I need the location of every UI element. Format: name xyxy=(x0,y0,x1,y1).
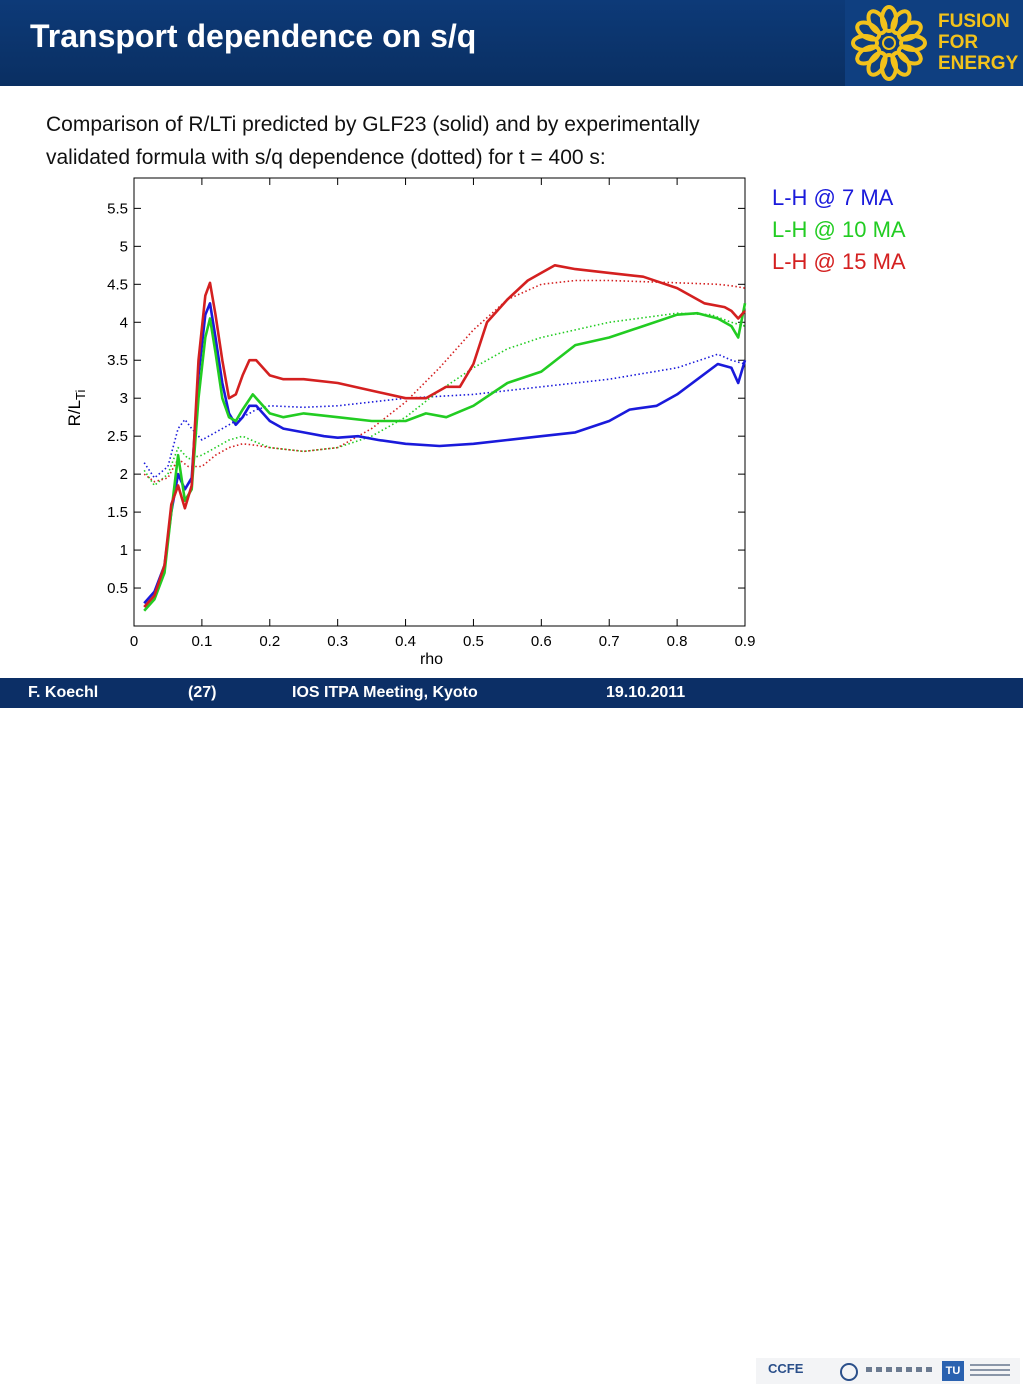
y-tick-label: 3 xyxy=(120,390,128,407)
y-tick-label: 5.5 xyxy=(107,200,128,217)
tu-logo: TU xyxy=(942,1361,964,1381)
legend-item-7ma: L-H @ 7 MA xyxy=(772,185,894,210)
y-tick-label: 3.5 xyxy=(107,352,128,369)
ccfe-logo: CCFE xyxy=(768,1361,804,1376)
y-tick-label: 2 xyxy=(120,466,128,483)
tu-wordmark-icon xyxy=(970,1364,1010,1378)
footer-author: F. Koechl xyxy=(28,684,99,701)
transport-line-chart: 0 0.1 0.2 0.3 0.4 0.5 0.6 0.7 0.8 0.9 0.5 1 1.5 2 2.5 3… xyxy=(62,170,762,670)
y-tick-label: 1.5 xyxy=(107,504,128,521)
partner-text-logo-icon xyxy=(866,1367,936,1372)
footer-bar: F. Koechl (27) IOS ITPA Meeting, Kyoto 1… xyxy=(0,678,1023,1384)
x-tick-label: 0.5 xyxy=(463,633,484,650)
x-tick-label: 0 xyxy=(130,633,138,650)
x-tick-label: 0.8 xyxy=(667,633,688,650)
slide-title: Transport dependence on s/q xyxy=(30,18,477,54)
partner-ring-logo-icon xyxy=(840,1363,858,1381)
title-banner: Transport dependence on s/q xyxy=(0,0,1023,86)
caption-line-2: validated formula with s/q dependence (d… xyxy=(46,146,606,169)
x-tick-label: 0.3 xyxy=(327,633,348,650)
chart-legend: L-H @ 7 MA L-H @ 10 MA L-H @ 15 MA xyxy=(772,182,906,278)
y-tick-label: 2.5 xyxy=(107,428,128,445)
logo-word-fusion: FUSION xyxy=(938,11,1010,32)
x-tick-label: 0.4 xyxy=(395,633,416,650)
y-tick-label: 1 xyxy=(120,542,128,559)
logo-word-energy: ENERGY xyxy=(938,53,1019,74)
x-tick-label: 0.2 xyxy=(259,633,280,650)
x-tick-label: 0.7 xyxy=(599,633,620,650)
y-axis-label-subscript: Ti xyxy=(73,389,88,399)
footer-page-number: (27) xyxy=(188,684,217,701)
footer-date: 19.10.2011 xyxy=(606,684,686,701)
x-tick-label: 0.9 xyxy=(735,633,756,650)
x-axis-label: rho xyxy=(420,651,443,668)
series-line-solid-l-h-15-ma xyxy=(143,264,746,608)
series-line-dotted-l-h-7-ma xyxy=(143,353,746,479)
partner-logos: CCFE TU xyxy=(756,1358,1020,1384)
slide-caption: Comparison of R/LTi predicted by GLF23 (… xyxy=(46,108,866,174)
logo-word-for: FOR xyxy=(938,32,979,53)
series-line-dotted-l-h-10-ma xyxy=(143,312,746,487)
footer-meeting: IOS ITPA Meeting, Kyoto xyxy=(292,684,478,701)
logo-wordmark: FUSION FOR ENERGY xyxy=(938,11,1018,74)
y-tick-label: 5 xyxy=(120,238,128,255)
fusion-for-energy-logo: FUSION FOR ENERGY xyxy=(845,0,1023,86)
y-tick-label: 0.5 xyxy=(107,580,128,597)
x-tick-label: 0.6 xyxy=(531,633,552,650)
y-tick-label: 4.5 xyxy=(107,276,128,293)
x-tick-label: 0.1 xyxy=(191,633,212,650)
series-line-dotted-l-h-15-ma xyxy=(143,279,746,483)
sunburst-logo-icon xyxy=(851,5,927,81)
caption-line-1: Comparison of R/LTi predicted by GLF23 (… xyxy=(46,113,700,136)
legend-item-15ma: L-H @ 15 MA xyxy=(772,249,906,274)
legend-item-10ma: L-H @ 10 MA xyxy=(772,217,906,242)
plot-area-frame xyxy=(133,177,746,627)
y-tick-label: 4 xyxy=(120,314,128,331)
